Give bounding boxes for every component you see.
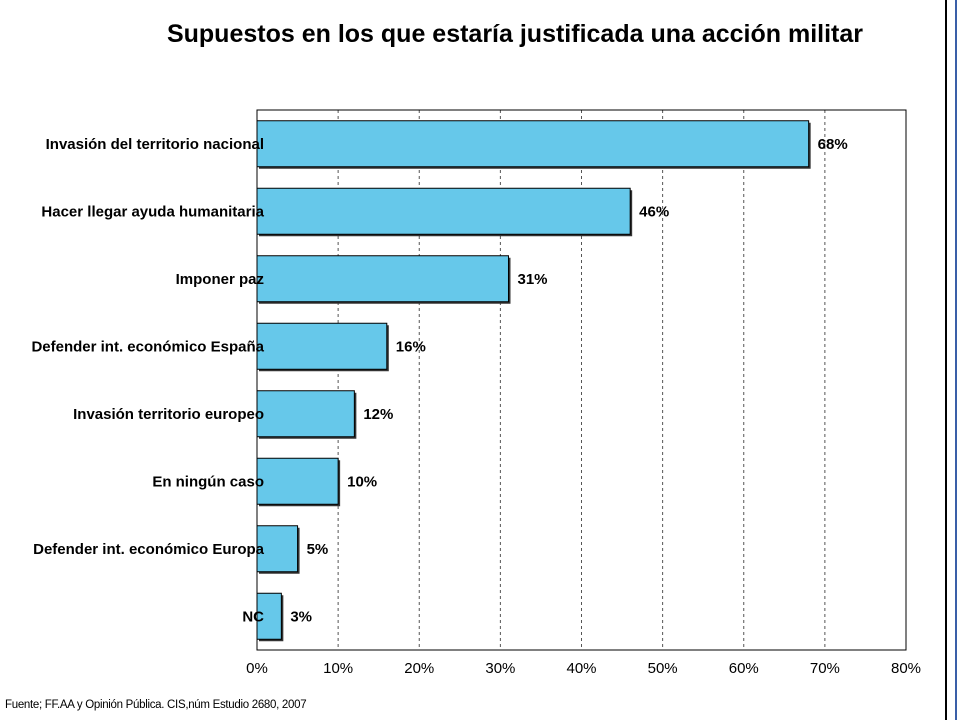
x-tick-label: 10%: [323, 660, 353, 677]
x-tick-label: 20%: [404, 660, 434, 677]
data-label: 16%: [396, 338, 426, 355]
data-label: 5%: [307, 541, 329, 558]
data-label: 31%: [517, 271, 547, 288]
source-note: Fuente; FF.AA y Opinión Pública. CIS,núm…: [5, 699, 307, 711]
x-tick-label: 30%: [485, 660, 515, 677]
plot-area-border: [256, 109, 907, 651]
bar: [256, 322, 388, 370]
data-label: 10%: [347, 473, 377, 490]
bar: [256, 390, 355, 438]
category-label: Invasión del territorio nacional: [46, 136, 264, 153]
data-label: 3%: [290, 608, 312, 625]
data-label: 12%: [363, 406, 393, 423]
category-label: En ningún caso: [152, 473, 264, 490]
bar: [256, 592, 282, 640]
category-label: NC: [242, 608, 264, 625]
bar: [256, 457, 339, 505]
bar: [256, 255, 509, 303]
data-label: 68%: [818, 136, 848, 153]
x-tick-label: 70%: [810, 660, 840, 677]
x-tick-label: 40%: [566, 660, 596, 677]
x-tick-label: 60%: [729, 660, 759, 677]
labels: 0% 10% 20% 30% 40% 50% 60% 70% 80% Invasión del t…: [31, 136, 921, 677]
category-label: Imponer paz: [176, 271, 264, 288]
bar: [256, 187, 631, 235]
category-label: Defender int. económico Europa: [33, 541, 265, 558]
category-label: Defender int. económico España: [31, 338, 264, 355]
category-label: Hacer llegar ayuda humanitaria: [41, 203, 264, 220]
bar: [256, 525, 299, 573]
bar: [256, 120, 810, 168]
category-label: Invasión territorio europeo: [73, 406, 264, 423]
data-label: 46%: [639, 203, 669, 220]
chart-title: Supuestos en los que estaría justificada…: [166, 20, 864, 48]
x-tick-label: 50%: [648, 660, 678, 677]
slide-right-border: [945, 0, 960, 720]
x-tick-label: 80%: [891, 660, 921, 677]
bars: [256, 120, 811, 642]
x-tick-label: 0%: [246, 660, 268, 677]
